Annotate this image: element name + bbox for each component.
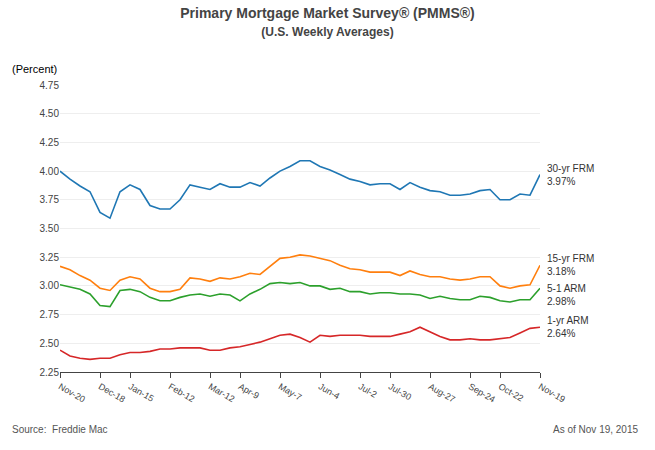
svg-text:(Percent): (Percent) [12,63,57,75]
svg-text:Oct-22: Oct-22 [497,381,525,403]
svg-text:Mar-12: Mar-12 [207,381,237,404]
svg-text:Jan-15: Jan-15 [127,381,156,403]
svg-text:4.00: 4.00 [40,166,60,177]
svg-text:Primary Mortgage Market Survey: Primary Mortgage Market Survey® (PMMS®)(… [180,5,475,39]
svg-text:Dec-18: Dec-18 [97,381,127,404]
svg-text:1-yr ARM2.64%: 1-yr ARM2.64% [547,315,589,339]
svg-text:2.75: 2.75 [40,309,60,320]
svg-text:Aug-27: Aug-27 [427,381,457,404]
svg-text:15-yr FRM3.18%: 15-yr FRM3.18% [547,253,594,277]
svg-text:Source: Freddie Mac: Source: Freddie Mac [12,424,108,435]
svg-text:Jul-2: Jul-2 [357,381,379,399]
svg-text:Apr-9: Apr-9 [237,381,261,401]
svg-text:Jun-4: Jun-4 [317,381,341,401]
svg-text:4.25: 4.25 [40,137,60,148]
svg-text:As of Nov 19, 2015: As of Nov 19, 2015 [553,424,638,435]
svg-text:5-1 ARM2.98%: 5-1 ARM2.98% [547,283,586,307]
svg-text:2.25: 2.25 [40,367,60,378]
svg-text:3.75: 3.75 [40,194,60,205]
svg-text:3.00: 3.00 [40,280,60,291]
svg-text:4.75: 4.75 [40,80,60,91]
svg-text:Sep-24: Sep-24 [467,381,497,404]
svg-text:Feb-12: Feb-12 [167,381,197,404]
svg-text:2.50: 2.50 [40,338,60,349]
svg-text:May-7: May-7 [277,381,304,402]
svg-text:3.25: 3.25 [40,252,60,263]
svg-text:Jul-30: Jul-30 [387,381,413,402]
svg-text:30-yr FRM3.97%: 30-yr FRM3.97% [547,163,594,187]
svg-text:Nov-19: Nov-19 [537,381,567,404]
svg-text:3.50: 3.50 [40,223,60,234]
svg-text:Nov-20: Nov-20 [57,381,87,404]
svg-text:4.50: 4.50 [40,108,60,119]
